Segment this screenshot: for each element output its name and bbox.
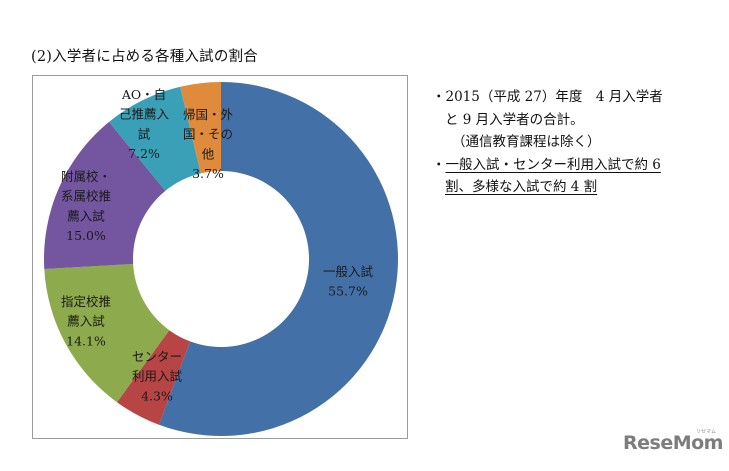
note-line-4-text: 一般入試・センター利用入試で約 6 [445,156,661,173]
note-line-2: と 9 月入学者の合計。 [445,111,584,128]
slice-label-4: AO・自己推薦入試 7.2% [119,87,170,161]
slice-4 [109,86,201,191]
slice-label-3: 附属校・系属校推薦入試 15.0% [61,169,111,243]
chart-heading: (2)入学者に占める各種入試の割合 [31,49,258,65]
slice-label-5: 帰国・外国・その他 3.7% [183,107,234,181]
slice-0 [158,82,399,436]
donut-chart: 一般入試 55.7% センター利用入試 4.3% 指定校推薦入試 14.1% 附属校・系属校… [44,82,399,436]
slice-labels: 一般入試 55.7% センター利用入試 4.3% 指定校推薦入試 14.1% 附属校・系属校… [61,87,374,403]
slice-label-2: 指定校推薦入試 14.1% [61,294,111,348]
slice-label-1: センター利用入試 4.3% [132,349,183,403]
chart-frame: 一般入試 55.7% センター利用入試 4.3% 指定校推薦入試 14.1% 附属校・系属校… [32,75,408,439]
donut-slices [44,82,399,436]
notes: ・2015（平成 27）年度 4 月入学者 と 9 月入学者の合計。 （通信教育… [432,86,663,199]
note-line-1: ・2015（平成 27）年度 4 月入学者 [432,89,663,105]
slice-1 [116,330,191,425]
slice-5 [180,82,221,174]
note-line-5: 割、多様な入試で約 4 割 [445,179,598,195]
slice-3 [44,121,166,270]
resemom-logo-sub: リセマム [696,429,717,435]
note-line-3: （通信教育課程は除く） [452,134,601,150]
slice-2 [44,263,170,403]
resemom-logo: ReseMom [623,432,723,454]
slice-label-0: 一般入試 55.7% [323,264,374,299]
note-line-4: ・一般入試・センター利用入試で約 6 [432,156,661,173]
